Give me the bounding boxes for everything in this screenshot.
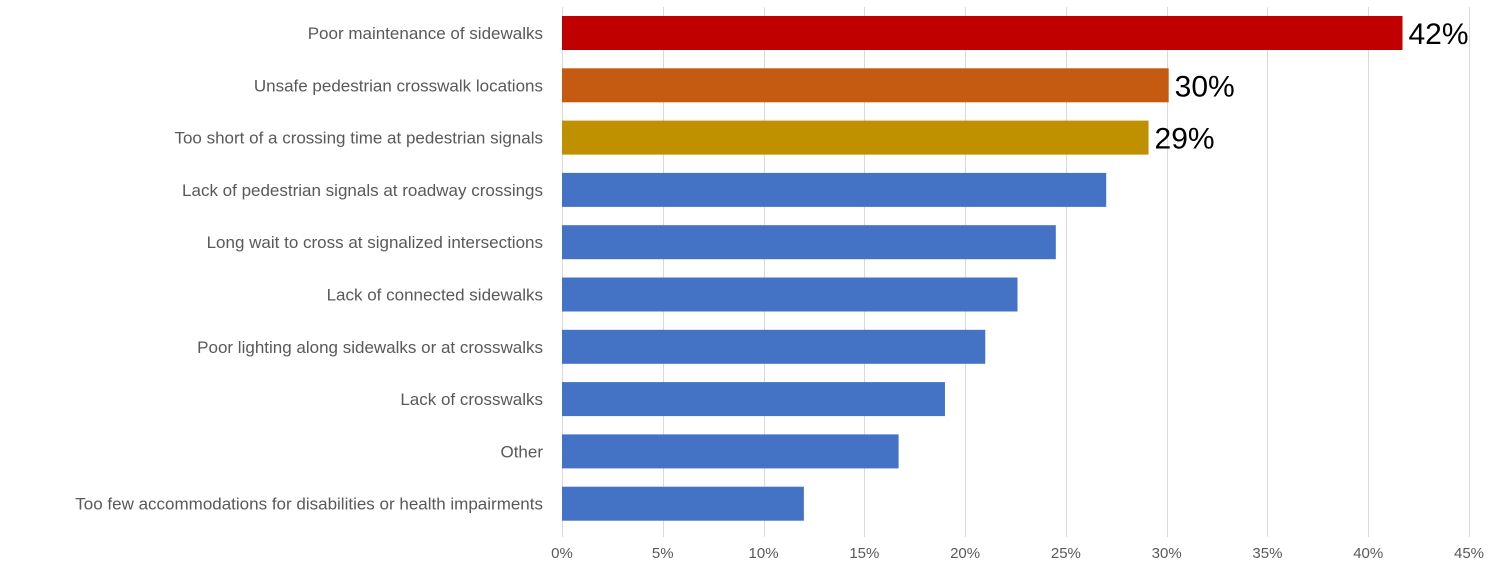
bar <box>562 68 1169 103</box>
data-labels: 42% 30% 29% <box>1155 18 1469 156</box>
category-label: Too short of a crossing time at pedestri… <box>174 129 543 148</box>
category-labels: Poor maintenance of sidewalks Unsafe pede… <box>75 24 543 514</box>
x-tick-label: 15% <box>849 545 879 562</box>
category-label: Lack of pedestrian signals at roadway cr… <box>182 181 543 200</box>
bar <box>562 434 899 469</box>
x-tick-label: 0% <box>551 545 573 562</box>
bar <box>562 277 1018 312</box>
category-label: Lack of crosswalks <box>400 390 543 409</box>
x-axis-tick-labels: 0% 5% 10% 15% 20% 25% 30% 35% 40% 45% <box>551 545 1484 562</box>
x-tick-label: 20% <box>950 545 980 562</box>
category-label: Poor maintenance of sidewalks <box>308 24 543 43</box>
bar <box>562 120 1149 155</box>
bars <box>562 16 1403 521</box>
bar <box>562 329 986 364</box>
category-label: Lack of connected sidewalks <box>327 286 543 305</box>
category-label: Too few accommodations for disabilities … <box>75 495 543 514</box>
category-label: Poor lighting along sidewalks or at cros… <box>197 338 543 357</box>
bar <box>562 225 1056 260</box>
bar <box>562 16 1403 50</box>
x-tick-label: 5% <box>652 545 674 562</box>
x-tick-label: 10% <box>749 545 779 562</box>
bar <box>562 172 1107 207</box>
category-label: Unsafe pedestrian crosswalk locations <box>254 76 543 95</box>
x-tick-label: 35% <box>1252 545 1282 562</box>
category-label: Other <box>500 442 543 461</box>
x-tick-label: 25% <box>1051 545 1081 562</box>
bar <box>562 382 945 417</box>
bar <box>562 486 804 521</box>
data-label: 29% <box>1155 123 1215 156</box>
data-label: 42% <box>1408 18 1468 51</box>
x-tick-label: 30% <box>1152 545 1182 562</box>
data-label: 30% <box>1175 70 1235 103</box>
x-tick-label: 40% <box>1353 545 1383 562</box>
x-tick-label: 45% <box>1454 545 1484 562</box>
category-label: Long wait to cross at signalized interse… <box>207 233 543 252</box>
